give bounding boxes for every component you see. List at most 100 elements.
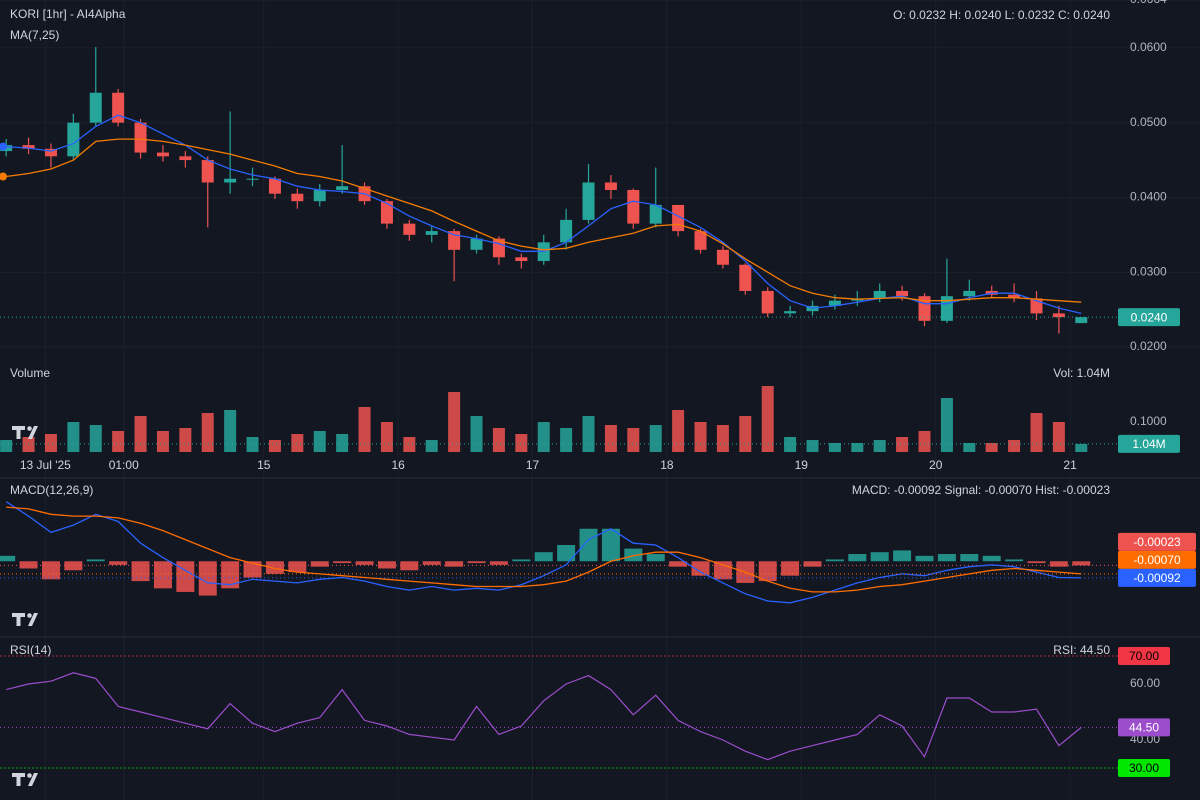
value-tag-label: -0.00070 <box>1133 553 1181 567</box>
x-tick-label: 21 <box>1063 458 1077 472</box>
volume-bar <box>806 440 819 452</box>
volume-bar <box>313 431 326 452</box>
value-tag <box>1118 646 1170 665</box>
volume-bar <box>448 392 461 452</box>
volume-bar <box>851 443 864 452</box>
volume-bar <box>44 434 57 452</box>
histogram-bar <box>669 561 688 567</box>
value-tag <box>1118 718 1170 737</box>
x-tick-label: 17 <box>526 458 540 472</box>
line-start-dot <box>0 142 7 151</box>
value-tag-label: 70.00 <box>1129 649 1159 663</box>
candle-body <box>403 223 416 235</box>
histogram-bar <box>19 561 38 569</box>
candle-body <box>134 122 147 153</box>
candle-body <box>246 178 259 180</box>
volume-bar <box>268 440 281 452</box>
histogram-bar <box>646 554 665 562</box>
histogram-bar <box>131 561 150 582</box>
candle-body <box>44 148 57 157</box>
candle-body <box>313 189 326 202</box>
histogram-bar <box>445 561 464 567</box>
candle-body <box>1008 294 1021 299</box>
indicator-line <box>6 506 1082 593</box>
histogram-bar <box>512 559 531 562</box>
indicator-line <box>5 501 1082 604</box>
value-tag-label: 0.0240 <box>1131 310 1168 324</box>
candle-body <box>716 249 729 265</box>
histogram-bar <box>1049 561 1068 567</box>
candle-body <box>22 145 35 149</box>
candle-body <box>739 264 752 291</box>
candle-body <box>470 238 483 250</box>
histogram-bar <box>982 555 1001 562</box>
x-tick-label: 01:00 <box>109 458 139 472</box>
logo-dot <box>27 773 32 778</box>
volume-bar <box>156 431 169 452</box>
histogram-bar <box>937 554 956 562</box>
value-tag-label: -0.00023 <box>1133 535 1181 549</box>
histogram-bar <box>109 561 128 565</box>
candle-body <box>179 156 192 161</box>
histogram-bar <box>265 561 284 574</box>
volume-bar <box>1008 440 1021 452</box>
volume-bar <box>761 386 774 452</box>
candle-body <box>201 160 214 183</box>
x-tick-label: 16 <box>391 458 405 472</box>
histogram-bar <box>893 550 912 562</box>
volume-bar <box>291 434 304 452</box>
panel-title: Volume <box>10 366 50 380</box>
panel-value: MACD: -0.00092 Signal: -0.00070 Hist: -0… <box>852 483 1110 497</box>
histogram-bar <box>221 561 240 589</box>
histogram-bar <box>422 561 441 565</box>
histogram-bar <box>355 561 374 565</box>
candle-body <box>761 290 774 314</box>
candle-body <box>582 182 595 220</box>
logo-shape <box>12 426 38 439</box>
rsi-line <box>6 672 1082 761</box>
volume-bar <box>963 443 976 452</box>
y-tick-label: 0.0300 <box>1130 264 1167 278</box>
histogram-bar <box>713 561 732 580</box>
x-tick-label: 20 <box>929 458 943 472</box>
histogram-bar <box>41 561 60 580</box>
x-tick-label: 18 <box>660 458 674 472</box>
histogram-bar <box>915 555 934 562</box>
volume-bar <box>873 440 886 452</box>
histogram-bar <box>153 561 172 589</box>
chart-title: KORI [1hr] - AI4Alpha <box>10 7 126 21</box>
volume-bar <box>492 428 505 452</box>
volume-bar <box>604 425 617 452</box>
histogram-bar <box>870 552 889 562</box>
candle-body <box>89 92 102 123</box>
y-tick-label: 0.0600 <box>1130 40 1167 54</box>
volume-bar <box>1030 413 1043 452</box>
value-tag <box>1118 434 1180 453</box>
candle-body <box>560 219 573 243</box>
histogram-bar <box>803 561 822 567</box>
candle-body <box>67 122 80 157</box>
volume-bar <box>224 410 237 452</box>
panel-title: RSI(14) <box>10 643 51 657</box>
candle-body <box>112 92 125 123</box>
y-tick-label: 0.0500 <box>1130 115 1167 129</box>
volume-bar <box>940 398 953 452</box>
volume-bar <box>1075 443 1088 452</box>
volume-bar <box>358 407 371 452</box>
volume-bar <box>89 425 102 452</box>
value-tag <box>1118 532 1196 551</box>
y-tick-label: 0.0400 <box>1130 190 1167 204</box>
y-tick-label: 0.0200 <box>1130 339 1167 353</box>
x-tick-label: 15 <box>257 458 271 472</box>
candle-body <box>627 189 640 224</box>
histogram-bar <box>848 554 867 562</box>
candle-body <box>425 231 438 235</box>
volume-bar <box>985 443 998 452</box>
histogram-bar <box>960 554 979 562</box>
volume-bar <box>896 437 909 452</box>
volume-bar <box>918 431 931 452</box>
panel-title: MACD(12,26,9) <box>10 483 93 497</box>
labels: 13 Jul '25 01:00 15 16 17 18 19 20 21 0.0200 0.030… <box>20 0 1196 778</box>
